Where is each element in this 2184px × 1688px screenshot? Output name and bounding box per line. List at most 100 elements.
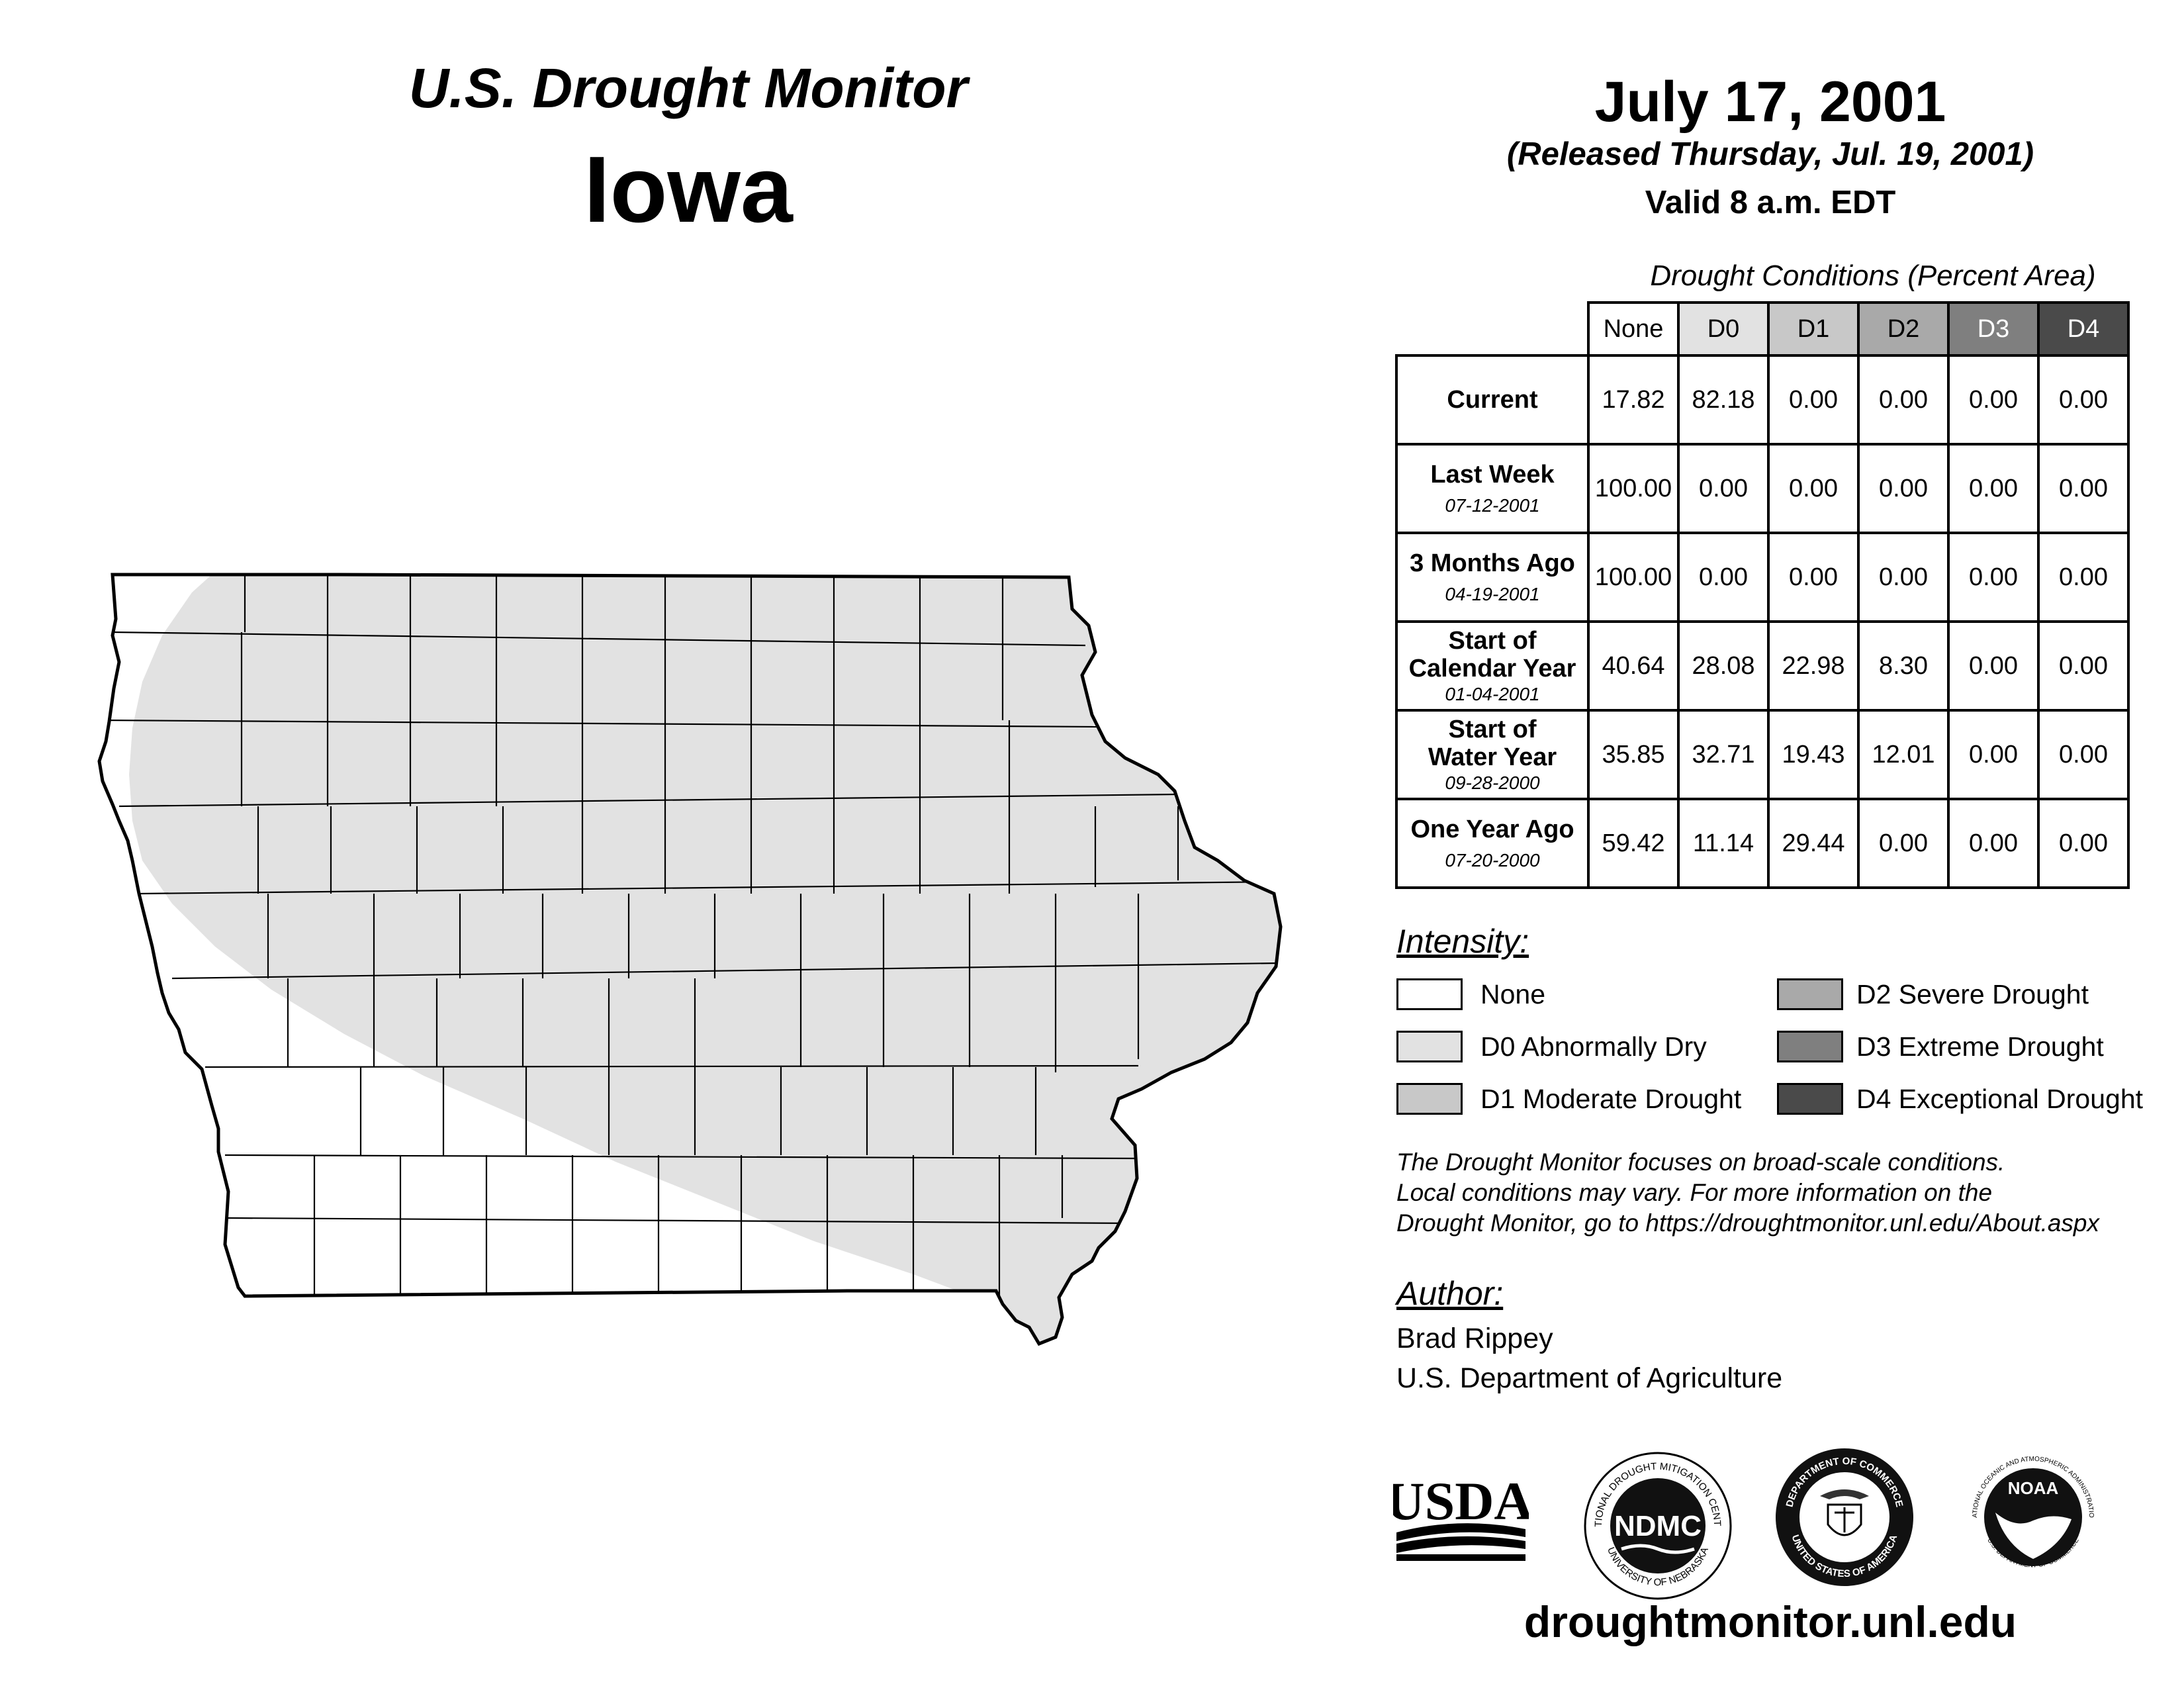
legend-label-d1: D1 Moderate Drought [1480, 1084, 1742, 1114]
table-cell: 0.00 [2037, 443, 2130, 534]
row-label-date: 07-12-2001 [1445, 495, 1540, 516]
legend-swatch-d3 [1777, 1031, 1843, 1062]
table-cell: 100.00 [1587, 532, 1680, 623]
table-cell: 0.00 [1677, 443, 1770, 534]
table-row-start-calendar-year: Start of Calendar Year 01-04-2001 40.64 … [1395, 620, 2130, 712]
table-cell: 29.44 [1767, 798, 1860, 889]
department-of-commerce-seal: DEPARTMENT OF COMMERCE UNITED STATES OF … [1776, 1448, 1913, 1586]
row-label-text: Start of [1448, 716, 1537, 743]
iowa-drought-map [0, 0, 1324, 1390]
legend-label-d4: D4 Exceptional Drought [1856, 1084, 2144, 1114]
col-header-none: None [1587, 301, 1680, 357]
map-date: July 17, 2001 [1594, 70, 1946, 134]
row-label-text: Water Year [1428, 743, 1557, 771]
legend-label-d3: D3 Extreme Drought [1856, 1031, 2104, 1062]
row-label-current: Current [1395, 354, 1590, 445]
legend-swatch-d2 [1777, 978, 1843, 1010]
row-label-text: Last Week [1430, 461, 1555, 489]
drought-conditions-table: None D0 D1 D2 D3 D4 Current 17.82 82.18 … [1395, 301, 2130, 889]
bird-icon [1995, 1513, 2071, 1559]
table-cell: 0.00 [1767, 354, 1860, 445]
author-heading: Author: [1396, 1275, 1504, 1312]
row-label-date: 09-28-2000 [1445, 773, 1540, 793]
row-label-date: 04-19-2001 [1445, 584, 1540, 604]
table-cell: 0.00 [1767, 532, 1860, 623]
table-cell: 0.00 [2037, 620, 2130, 712]
table-cell: 35.85 [1587, 709, 1680, 800]
table-row-last-week: Last Week 07-12-2001 100.00 0.00 0.00 0.… [1395, 443, 2130, 534]
valid-time: Valid 8 a.m. EDT [1645, 185, 1896, 220]
legend-label-none: None [1480, 979, 1546, 1009]
d0-abnormally-dry-region [129, 575, 1281, 1344]
ndmc-logo: NATIONAL DROUGHT MITIGATION CENTER UNIVE… [1582, 1450, 1732, 1600]
table-cell: 19.43 [1767, 709, 1860, 800]
table-cell: 32.71 [1677, 709, 1770, 800]
table-cell: 28.08 [1677, 620, 1770, 712]
legend-swatch-d1 [1396, 1083, 1463, 1115]
table-caption: Drought Conditions (Percent Area) [1650, 259, 2096, 292]
table-cell: 0.00 [1857, 443, 1950, 534]
website-url: droughtmonitor.unl.edu [1524, 1597, 2017, 1646]
table-row-one-year-ago: One Year Ago 07-20-2000 59.42 11.14 29.4… [1395, 798, 2130, 889]
note-line: Local conditions may vary. For more info… [1396, 1179, 1993, 1206]
table-cell: 0.00 [1857, 798, 1950, 889]
ndmc-logo-text: NDMC [1614, 1510, 1702, 1542]
table-cell: 0.00 [2037, 709, 2130, 800]
row-label-text: 3 Months Ago [1410, 549, 1575, 577]
table-cell: 40.64 [1587, 620, 1680, 712]
row-label-text: Start of [1448, 627, 1537, 655]
col-header-d1: D1 [1767, 301, 1860, 357]
row-label-date: 01-04-2001 [1445, 684, 1540, 704]
table-cell: 0.00 [1947, 443, 2040, 534]
monitor-title: U.S. Drought Monitor [408, 57, 968, 119]
table-header-row: None D0 D1 D2 D3 D4 [1396, 301, 2130, 357]
table-row-3-months-ago: 3 Months Ago 04-19-2001 100.00 0.00 0.00… [1395, 532, 2130, 623]
col-header-d3: D3 [1947, 301, 2040, 357]
intensity-heading: Intensity: [1396, 923, 1529, 960]
table-cell: 12.01 [1857, 709, 1950, 800]
table-cell: 0.00 [2037, 798, 2130, 889]
table-cell: 82.18 [1677, 354, 1770, 445]
legend-swatch-none [1396, 978, 1463, 1010]
county-boundaries [99, 575, 1281, 1296]
row-label-start-water-year: Start of Water Year 09-28-2000 [1395, 709, 1590, 800]
row-label-one-year-ago: One Year Ago 07-20-2000 [1395, 798, 1590, 889]
col-header-d0: D0 [1677, 301, 1770, 357]
usda-logo: USDA [1393, 1471, 1529, 1561]
d0-region-group [129, 575, 1281, 1344]
col-header-d4: D4 [2037, 301, 2130, 357]
row-label-last-week: Last Week 07-12-2001 [1395, 443, 1590, 534]
table-cell: 22.98 [1767, 620, 1860, 712]
table-cell: 0.00 [1947, 709, 2040, 800]
usda-logo-text: USDA [1393, 1471, 1529, 1531]
disclaimer-note: The Drought Monitor focuses on broad-sca… [1396, 1147, 2099, 1239]
table-cell: 8.30 [1857, 620, 1950, 712]
table-cell: 11.14 [1677, 798, 1770, 889]
row-label-3-months-ago: 3 Months Ago 04-19-2001 [1395, 532, 1590, 623]
table-cell: 0.00 [1947, 532, 2040, 623]
col-header-d2: D2 [1857, 301, 1950, 357]
noaa-logo: NATIONAL OCEANIC AND ATMOSPHERIC ADMINIS… [1962, 1446, 2102, 1586]
table-cell: 0.00 [1947, 354, 2040, 445]
table-cell: 0.00 [1947, 620, 2040, 712]
table-cell: 59.42 [1587, 798, 1680, 889]
release-date: (Released Thursday, Jul. 19, 2001) [1506, 136, 2034, 172]
table-cell: 0.00 [1767, 443, 1860, 534]
legend-swatch-d4 [1777, 1083, 1843, 1115]
legend-label-d0: D0 Abnormally Dry [1480, 1031, 1707, 1062]
row-label-date: 07-20-2000 [1445, 850, 1540, 870]
legend-label-d2: D2 Severe Drought [1856, 979, 2089, 1009]
eagle-icon [1820, 1489, 1869, 1499]
row-label-text: One Year Ago [1410, 816, 1574, 843]
author-organization: U.S. Department of Agriculture [1396, 1362, 1783, 1394]
author-name: Brad Rippey [1396, 1323, 1553, 1354]
row-label-text: Current [1447, 386, 1538, 414]
legend-swatch-d0 [1396, 1031, 1463, 1062]
table-cell: 100.00 [1587, 443, 1680, 534]
table-cell: 0.00 [2037, 532, 2130, 623]
noaa-logo-text: NOAA [2008, 1478, 2059, 1498]
table-cell: 0.00 [2037, 354, 2130, 445]
state-title: Iowa [584, 137, 793, 242]
table-cell: 0.00 [1857, 532, 1950, 623]
table-row-current: Current 17.82 82.18 0.00 0.00 0.00 0.00 [1395, 354, 2130, 445]
